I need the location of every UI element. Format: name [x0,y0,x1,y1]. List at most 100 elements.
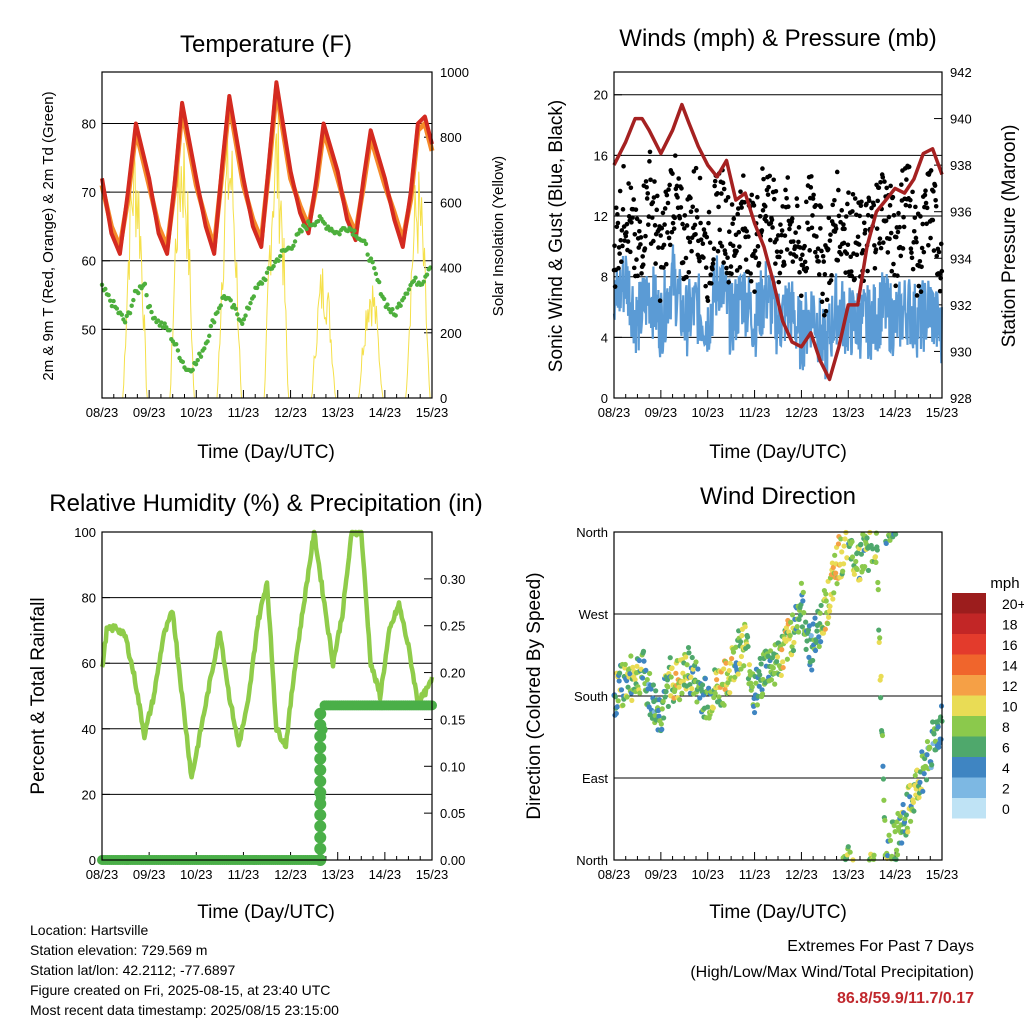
gust-point [634,216,640,222]
direction-point [814,628,820,634]
direction-point [880,776,887,782]
gust-point [753,255,758,261]
direction-point [726,667,732,674]
direction-point [712,690,718,697]
y-tick-label: 8 [601,270,608,285]
gust-point [827,238,833,243]
gust-point [819,299,825,305]
direction-point [874,547,880,553]
gust-point [689,248,694,254]
y-tick-label-right: 938 [950,158,972,173]
gust-point [667,182,672,188]
dewpoint-point [215,310,220,315]
direction-point [885,853,891,859]
y-tick-label: South [574,689,608,704]
gust-point [659,225,665,231]
gust-point [834,169,840,175]
direction-point [876,639,882,645]
gust-point [656,245,661,250]
gust-point [838,251,844,257]
y-tick-label: 80 [82,116,96,131]
x-tick-label: 11/23 [228,405,260,420]
x-tick-label: 12/23 [785,867,818,882]
gust-point [661,242,667,248]
y-tick-label-right: 0.05 [440,806,465,821]
dewpoint-point [306,219,311,224]
direction-point [827,603,833,609]
gust-point [937,288,943,294]
gust-series [611,149,945,318]
dewpoint-point [231,302,237,308]
direction-point [857,576,863,583]
gust-point [916,283,922,289]
speed-legend: 20+ 18 16 14 12 10 8 6 4 2 0 [952,593,1024,819]
x-tick-label: 15/23 [926,867,959,882]
dewpoint-point [103,286,108,292]
gust-point [700,241,706,247]
gust-point [737,265,743,270]
dewpoint-point [167,328,172,333]
gust-point [643,179,649,184]
gust-point [630,215,635,220]
dewpoint-point [240,321,245,327]
direction-point [826,608,833,614]
gust-point [809,174,814,179]
direction-point [886,832,892,838]
gust-point [874,226,880,231]
direction-point [832,552,838,558]
legend-label: 2 [1002,781,1010,797]
direction-point [799,624,805,630]
dewpoint-point [363,241,369,247]
direction-point [774,654,781,660]
gust-point [775,233,781,238]
direction-point [900,801,906,808]
gust-point [933,203,939,209]
dewpoint-point [155,318,161,323]
wind-panel: Winds (mph) & Pressure (mb) Time (Day/UT… [546,25,1020,463]
gust-point [685,235,691,241]
gust-point [705,298,711,304]
gust-point [810,196,816,201]
direction-point [878,695,884,701]
gust-point [783,187,788,193]
gust-point [798,256,803,262]
gust-point [647,149,653,155]
direction-point [864,535,870,541]
gust-point [776,279,782,285]
temperature-xlabel: Time (Day/UTC) [197,442,335,463]
direction-point [893,531,899,537]
dewpoint-point [114,306,120,311]
gust-point [922,192,928,198]
gust-point [720,180,726,186]
legend-label: 0 [1002,801,1010,817]
gust-point [755,194,760,200]
gust-point [672,215,678,221]
gust-point [872,243,877,248]
dewpoint-point [248,300,253,306]
gust-point [694,208,699,213]
dewpoint-point [142,281,148,287]
gust-point [763,213,769,219]
dewpoint-point [195,357,200,363]
direction-point [920,788,926,794]
precip-point [314,741,327,754]
direction-point [658,721,664,727]
gust-point [882,179,887,184]
gust-point [633,207,639,212]
gust-point [680,221,685,227]
gust-point [697,175,703,181]
gust-point [872,266,878,271]
gust-point [906,164,912,170]
legend-swatch [952,634,986,655]
gust-point [774,249,780,254]
gust-point [667,242,673,248]
direction-point [887,537,893,543]
legend-title: mph [990,575,1019,592]
direction-point [903,812,909,818]
gust-point [790,259,796,264]
direction-point [730,649,737,655]
gust-point [889,268,895,274]
direction-point [765,653,771,659]
direction-point [759,687,765,693]
direction-point [687,682,693,688]
